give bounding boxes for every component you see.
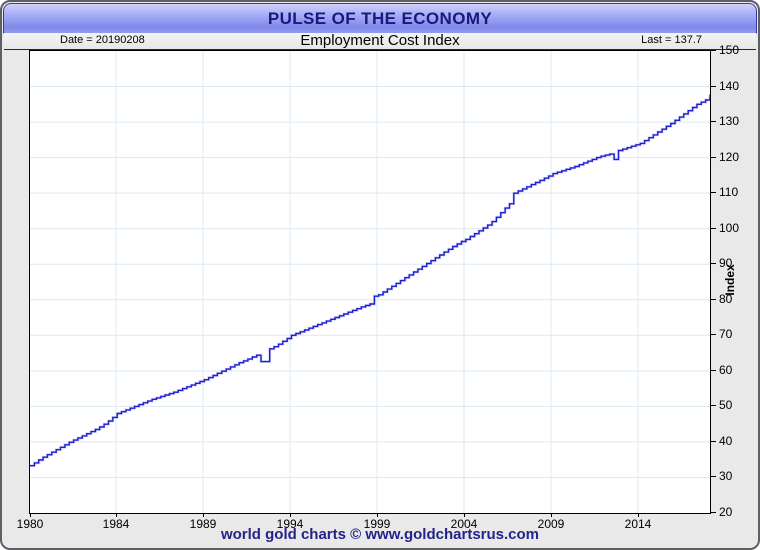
x-tick-label: 1980 xyxy=(16,517,44,531)
x-tick-label: 1989 xyxy=(189,517,217,531)
y-tick-mark xyxy=(710,85,716,87)
y-tick-label: 80 xyxy=(719,291,733,306)
x-tick-label: 2014 xyxy=(624,517,652,531)
x-tick-mark xyxy=(30,513,31,517)
y-tick-mark xyxy=(710,369,716,371)
x-tick-mark xyxy=(290,513,291,517)
x-tick-mark xyxy=(551,513,552,517)
y-tick-mark xyxy=(710,227,716,229)
x-tick-label: 2009 xyxy=(537,517,565,531)
y-tick-mark xyxy=(710,50,716,51)
y-tick-label: 140 xyxy=(719,78,740,93)
y-tick-label: 30 xyxy=(719,469,733,484)
y-tick-mark xyxy=(710,440,716,442)
y-tick-label: 100 xyxy=(719,220,740,235)
x-tick-label: 1999 xyxy=(363,517,391,531)
x-tick-label: 1984 xyxy=(102,517,130,531)
y-tick-mark xyxy=(710,121,716,123)
x-tick-label: 2004 xyxy=(450,517,478,531)
y-tick-label: 20 xyxy=(719,505,733,519)
chart-plot-area xyxy=(29,50,711,514)
y-tick-mark xyxy=(710,298,716,300)
y-tick-mark xyxy=(710,512,716,513)
y-tick-label: 130 xyxy=(719,114,740,129)
x-tick-label: 1994 xyxy=(276,517,304,531)
y-axis-title: Index xyxy=(723,264,737,296)
eci-series-line xyxy=(30,94,710,467)
page-title: PULSE OF THE ECONOMY xyxy=(267,8,493,28)
banner: PULSE OF THE ECONOMY xyxy=(3,3,757,34)
y-tick-label: 90 xyxy=(719,256,733,271)
y-tick-mark xyxy=(710,156,716,158)
y-tick-label: 120 xyxy=(719,149,740,164)
chart-title: Employment Cost Index xyxy=(300,32,460,49)
y-tick-mark xyxy=(710,192,716,194)
footer-attribution: world gold charts © www.goldchartsrus.co… xyxy=(220,526,540,543)
x-tick-mark xyxy=(464,513,465,517)
y-tick-label: 50 xyxy=(719,398,733,413)
y-tick-label: 70 xyxy=(719,327,733,342)
subheader-bar: Date = 20190208 Employment Cost Index La… xyxy=(4,32,756,50)
y-tick-label: 60 xyxy=(719,362,733,377)
date-label: Date = 20190208 xyxy=(60,34,145,46)
employment-cost-index-line-chart xyxy=(30,51,710,513)
last-value-label: Last = 137.7 xyxy=(641,34,702,46)
y-tick-label: 110 xyxy=(719,185,739,200)
x-tick-mark xyxy=(377,513,378,517)
x-tick-mark xyxy=(638,513,639,517)
eci-series-line xyxy=(30,94,710,468)
x-tick-mark xyxy=(116,513,117,517)
y-tick-mark xyxy=(710,334,716,336)
y-tick-mark xyxy=(710,263,716,265)
x-tick-mark xyxy=(203,513,204,517)
y-tick-mark xyxy=(710,405,716,407)
y-tick-label: 40 xyxy=(719,433,733,448)
y-tick-mark xyxy=(710,476,716,478)
y-tick-label: 150 xyxy=(719,43,740,57)
